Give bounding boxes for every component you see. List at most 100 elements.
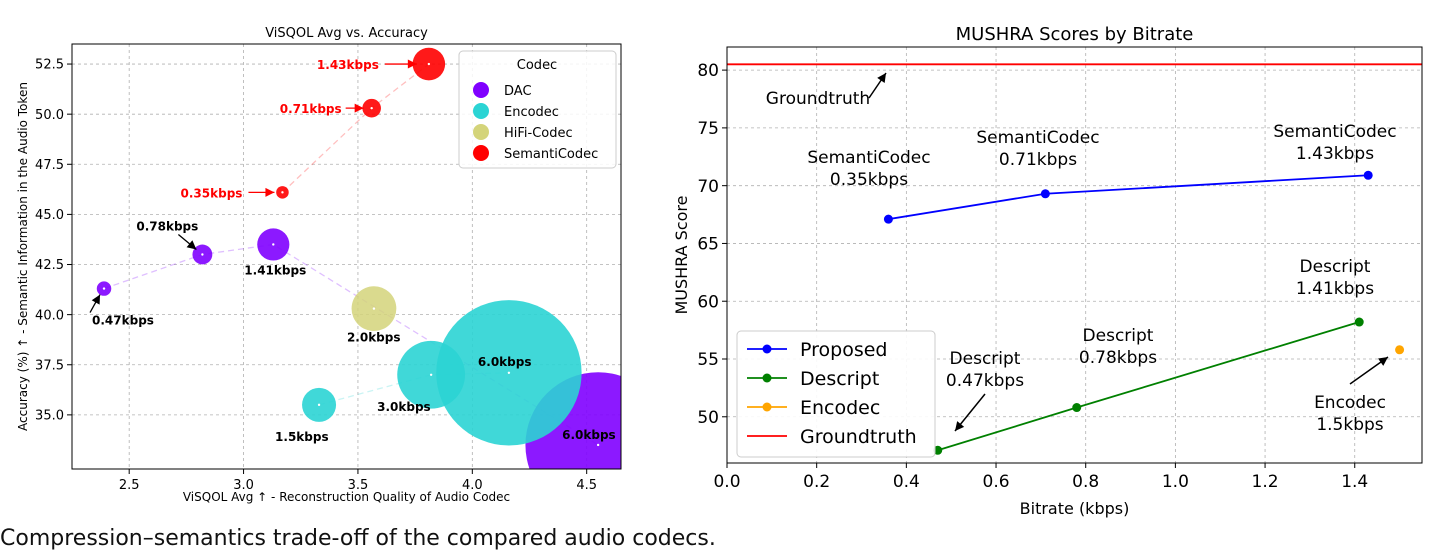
x-tick-label: 1.2 [1252,472,1279,492]
y-tick-label: 60 [697,292,719,312]
point-label: 0.35kbps [181,186,243,200]
x-axis-label: Bitrate (kbps) [1020,499,1130,518]
annotation-line: SemantiCodec [807,148,930,168]
line-chart: 0.0 0.2 0.4 0.6 0.8 1.0 1.2 1.4 50 55 60 65 70 75 80 MU… [672,24,1423,518]
legend: Proposed Descript Encodec Groundtruth [736,330,936,458]
y-tick-label: 80 [697,61,719,81]
legend-marker-Encodec [473,103,489,119]
chart-title: ViSQOL Avg vs. Accuracy [265,26,428,41]
label-arrow-head [91,294,101,305]
legend-marker-DAC [473,82,489,98]
x-tick-label: 0.0 [713,472,740,492]
x-tick-label: 1.4 [1341,472,1368,492]
bubble-center [317,403,321,407]
annotation-line: 1.41kbps [1296,279,1374,299]
point-label: 6.0kbps [562,428,616,442]
annotation-arrow-head [877,73,886,83]
x-tick-label: 4.5 [576,478,597,493]
point-label: 6.0kbps [478,355,532,369]
scatter-chart: 2.5 3.0 3.5 4.0 4.5 35.0 37.5 40.0 42.5 45.0 47.5 5… [16,26,622,504]
legend-marker-Proposed [762,344,772,354]
bubble-center [201,253,204,256]
data-point-Proposed [1363,170,1373,180]
legend-marker-SemantiCodec [473,145,489,161]
bubble-center [507,371,511,374]
y-tick-label: 45.0 [35,208,64,223]
x-tick-label: 1.0 [1162,472,1189,492]
annotation-line: Descript [1300,257,1371,277]
x-tick-label: 0.4 [893,472,920,492]
legend-box [458,50,617,169]
point-annotation: SemantiCodec 0.71kbps [976,128,1099,170]
point-annotation: SemantiCodec 1.43kbps [1273,122,1396,164]
y-tick-label: 75 [697,119,719,139]
y-axis-label: Accuracy (%) ↑ - Semantic Information in… [16,82,30,431]
bubble-center [372,307,376,310]
data-point-Proposed [1040,189,1050,199]
legend-label: SemantiCodec [504,147,598,162]
point-annotation: Descript 0.78kbps [1079,326,1157,368]
annotation-arrow-head [1378,357,1388,366]
bubble-center [429,373,433,376]
y-tick-label: 65 [697,235,719,255]
data-point-Proposed [883,214,893,224]
data-point-Descript [1072,403,1082,413]
y-tick-label: 50.0 [35,108,64,123]
legend-marker-Encodec [762,402,772,412]
plot-frame [726,46,1423,464]
y-tick-label: 40.0 [35,308,64,323]
bubble-center [281,191,284,194]
annotation-line: SemantiCodec [976,128,1099,148]
legend-label: Descript [800,368,879,390]
x-tick-label: 2.5 [119,478,140,493]
bubble-center [272,243,275,246]
point-annotation: Descript 0.47kbps [946,349,1024,391]
annotation-line: Descript [1083,326,1154,346]
legend-marker-HiFi-Codec [473,124,489,140]
point-label: 1.43kbps [317,58,379,72]
figure: 2.5 3.0 3.5 4.0 4.5 35.0 37.5 40.0 42.5 45.0 47.5 5… [16,24,1423,518]
chart-title: MUSHRA Scores by Bitrate [956,24,1194,45]
annotation-line: 0.78kbps [1079,348,1157,368]
bubble-center [370,106,373,110]
y-tick-label: 42.5 [35,258,64,273]
plot-area [727,63,1422,455]
x-tick-label: 0.6 [983,472,1010,492]
legend-marker-Descript [762,373,772,383]
y-tick-label: 35.0 [35,409,64,424]
legend-label: Proposed [800,339,887,361]
annotation-line: 0.71kbps [999,150,1077,170]
legend-label: Encodec [800,397,880,419]
legend-box [736,330,936,458]
label-arrow-head [186,240,197,250]
x-tick-label: 3.5 [348,478,369,493]
bubble-center [427,62,431,66]
point-label: 0.71kbps [280,102,342,116]
y-tick-label: 47.5 [35,158,64,173]
y-tick-label: 70 [697,177,719,197]
label-arrow-head [407,59,417,69]
point-label: 1.41kbps [244,263,306,277]
x-tick-label: 0.8 [1072,472,1099,492]
legend-label: HiFi-Codec [504,126,573,141]
point-annotation: Descript 1.41kbps [1296,257,1374,299]
annotation-line: 1.5kbps [1316,415,1383,435]
annotation-line: 0.35kbps [830,170,908,190]
point-label: 0.47kbps [92,314,154,328]
bubble-center [102,287,106,290]
y-axis-label: MUSHRA Score [672,195,691,314]
series-connector-DAC [103,243,599,446]
groundtruth-annotation: Groundtruth [766,89,870,109]
annotation-line: Encodec [1314,393,1386,413]
point-label: 1.5kbps [275,430,329,444]
bubble-center [596,443,600,447]
plot-area [96,47,621,469]
y-tick-label: 50 [697,408,719,428]
x-tick-label: 0.2 [803,472,830,492]
legend-label: Groundtruth [800,426,917,448]
point-label: 2.0kbps [347,331,401,345]
x-tick-label: 4.0 [462,478,483,493]
legend-title: Codec [517,58,557,73]
y-tick-label: 52.5 [35,58,64,73]
legend: Codec DAC Encodec HiFi-Codec SemantiCodec [458,50,617,169]
